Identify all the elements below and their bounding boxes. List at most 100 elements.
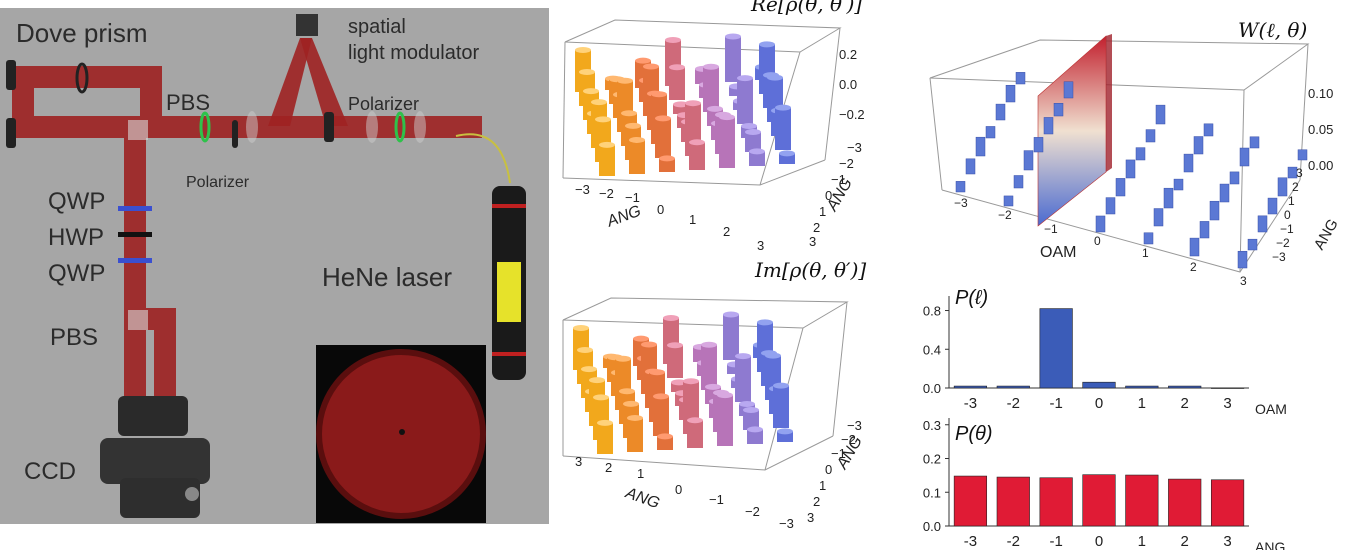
wigner-small-bar [1063, 81, 1074, 99]
re-y-tick: 2 [813, 220, 821, 235]
im-y-tick: 1 [819, 478, 827, 493]
label-pbs-top: PBS [166, 90, 211, 115]
bar-3d [689, 142, 705, 170]
bar-3d [669, 67, 685, 100]
bar-3d [717, 395, 733, 446]
wigner-y-tick: 2 [1292, 180, 1299, 194]
bar-3d [667, 345, 683, 378]
label-slm: spatial light modulator [348, 16, 480, 64]
bar-3d-top [627, 414, 643, 421]
bar-3d [777, 431, 793, 442]
p-ell-chart: 0.0 0.4 0.8 -3 -2 -1 0 1 2 3 OAM P(ℓ) [923, 287, 1287, 417]
setup-panel: Dove prism spatial light modulator PBS P… [0, 8, 549, 524]
bar-3d-top [621, 110, 637, 117]
bar-3d-top [623, 400, 639, 407]
bar-3d [743, 410, 759, 430]
wigner-y-tick: −2 [1276, 236, 1290, 250]
wigner-y-tick: 3 [1296, 166, 1303, 180]
label-ccd: CCD [24, 458, 76, 485]
bar [1039, 308, 1073, 389]
x-tick-label: 3 [1223, 533, 1231, 550]
wigner-small-bar [955, 181, 966, 193]
re-rho-panel: Re[ρ(θ, θ′)] 0.2 0.0 −0.2 −3 −2 −1 0 1 2… [555, 0, 885, 253]
im-y-tick: 0 [825, 462, 833, 477]
wigner-x-label: OAM [1040, 244, 1077, 261]
hwp-icon [118, 232, 152, 237]
bar [996, 476, 1030, 527]
y-tick-label: 0.0 [923, 519, 941, 534]
bar [996, 385, 1030, 389]
wigner-small-bar [1043, 117, 1054, 135]
bar-3d [749, 151, 765, 166]
pbs-cube-bottom [128, 310, 148, 330]
bar-3d-top [775, 104, 791, 111]
label-hwp: HWP [48, 224, 104, 251]
bar-3d [657, 436, 673, 450]
im-y-tick: 3 [807, 510, 815, 525]
bar-3d-top [619, 388, 635, 395]
bar-3d [655, 118, 671, 158]
bar-3d-top [657, 433, 673, 440]
bar-3d-top [653, 393, 669, 400]
wigner-small-bar [1229, 171, 1240, 185]
wigner-small-bar [1239, 147, 1250, 167]
wigner-x-tick: 0 [1094, 234, 1101, 248]
re-y-tick: 3 [809, 234, 817, 249]
bar-3d [779, 153, 795, 164]
wigner-y-tick: −1 [1280, 222, 1294, 236]
re-z-tick: 0.0 [839, 77, 858, 92]
bar-3d [701, 344, 717, 390]
bar-3d-top [575, 46, 591, 53]
wigner-small-bar [1143, 232, 1154, 245]
bar-3d-top [579, 69, 595, 76]
wigner-small-bar [1237, 250, 1248, 269]
wigner-small-bar [1155, 104, 1166, 125]
bar [1125, 385, 1159, 389]
bar-3d-top [617, 77, 633, 84]
wigner-small-bar [1095, 215, 1106, 233]
bar-3d-top [643, 63, 659, 70]
bar-3d-top [629, 136, 645, 143]
bar-3d [735, 356, 751, 402]
bar-3d-top [735, 353, 751, 360]
bar [1210, 479, 1245, 527]
polarizer-left-icon [199, 111, 211, 143]
bar-3d [773, 385, 789, 428]
x-tick-label: -2 [1007, 533, 1020, 550]
wigner-small-bar [1297, 149, 1308, 161]
bar-3d-top [717, 392, 733, 399]
bar-3d [745, 132, 761, 152]
im-x-tick: −3 [779, 516, 794, 531]
wigner-small-bar [1013, 175, 1024, 189]
wigner-small-bar [1249, 136, 1260, 149]
bar-3d-top [615, 355, 631, 362]
wigner-small-bar [1183, 153, 1194, 173]
wigner-small-bar [985, 126, 996, 139]
setup-drawing [6, 14, 526, 523]
im-rho-plot [562, 297, 849, 471]
bar-3d [599, 144, 615, 176]
wigner-small-bar [1003, 195, 1014, 207]
bar-3d-top [779, 150, 795, 157]
bar-3d-top [655, 115, 671, 122]
im-x-tick: 0 [675, 482, 683, 497]
bar-3d-top [669, 64, 685, 71]
bar-3d [737, 78, 753, 124]
bar-3d-top [591, 99, 607, 106]
im-y-tick: −2 [841, 432, 856, 447]
bar-3d-top [757, 319, 773, 326]
wigner-x-tick: 3 [1240, 274, 1247, 288]
bar-3d-top [667, 342, 683, 349]
wigner-x-tick: 2 [1190, 260, 1197, 274]
bar-3d-top [749, 148, 765, 155]
bar-3d-top [759, 41, 775, 48]
y-tick-label: 0.3 [923, 418, 941, 433]
bar-3d [653, 396, 669, 436]
chart-title: P(θ) [955, 423, 993, 445]
bar-3d [723, 314, 739, 360]
wigner-x-tick: −3 [954, 196, 968, 210]
bar-3d-top [659, 155, 675, 162]
wigner-small-bar [1219, 183, 1230, 203]
wigner-small-bar [975, 136, 986, 157]
wigner-small-bar [995, 103, 1006, 121]
